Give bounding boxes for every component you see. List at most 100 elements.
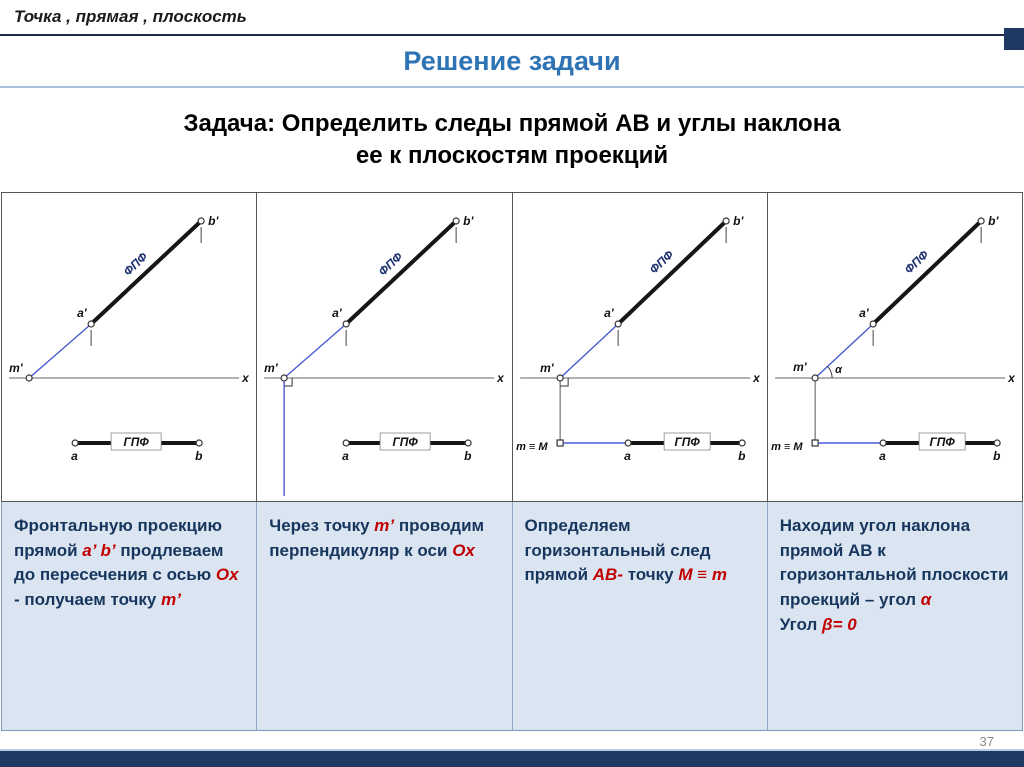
label-m-prime: m': [793, 360, 808, 374]
slide-title-bar: Решение задачи: [0, 36, 1024, 88]
x-axis-label: x: [241, 371, 250, 385]
label-a: a: [624, 449, 631, 463]
label-a: a: [342, 449, 349, 463]
caption-text: Угол: [779, 614, 823, 634]
alpha-angle-arc: [826, 365, 833, 379]
label-a-prime: a': [77, 306, 88, 320]
right-angle-mark: [559, 378, 569, 387]
point-m-prime: [811, 374, 819, 382]
point-b: [738, 439, 746, 447]
x-axis-label: x: [1007, 371, 1016, 385]
gpf-box: [663, 432, 711, 451]
frontal-projection-line: [615, 219, 728, 326]
label-b-prime: b': [988, 214, 999, 228]
frontal-projection-line: [870, 219, 983, 326]
label-a-prime: a': [604, 306, 615, 320]
label-gpf: ГПФ: [674, 435, 700, 449]
label-m-prime: m': [9, 361, 24, 375]
line-extension: [28, 323, 92, 379]
diagram-panel-4: x α b' a' m' ФПФ m ≡ M: [767, 193, 1022, 501]
label-a: a: [879, 449, 886, 463]
gpf-box: [918, 432, 966, 451]
caption-highlight: α: [920, 589, 932, 609]
frontal-projection-line: [89, 219, 204, 326]
label-gpf: ГПФ: [929, 435, 955, 449]
point-b-prime: [197, 217, 205, 225]
label-m-prime: m': [264, 361, 279, 375]
line-extension: [283, 323, 347, 379]
caption-highlight: М ≡ m: [678, 565, 727, 585]
label-m-prime: m': [540, 361, 555, 375]
gpf-box: [379, 432, 431, 451]
header: Точка , прямая , плоскость: [0, 0, 1024, 36]
caption-step-2: Через точку m’ проводим перпендикуляр к …: [257, 502, 513, 730]
label-gpf: ГПФ: [123, 435, 149, 449]
caption-text: проводим перпендикуляр к оси: [269, 516, 485, 560]
caption-highlight: Ох: [452, 540, 475, 560]
bottom-bar: [0, 749, 1024, 767]
label-m-equiv-M: m ≡ M: [516, 441, 548, 453]
line-extension: [559, 323, 619, 379]
x-axis-label: x: [496, 371, 505, 385]
corner-accent: [1004, 28, 1024, 50]
point-b: [993, 439, 1001, 447]
diagram-panel-2: x b' a' m' ФПФ ГПФ a b: [257, 193, 513, 501]
caption-highlight: m’: [161, 589, 181, 609]
label-b-prime: b': [463, 214, 474, 228]
caption-highlight: β= 0: [822, 614, 857, 634]
x-axis-label: x: [752, 371, 761, 385]
label-b: b: [464, 449, 471, 463]
label-a-prime: a': [332, 306, 343, 320]
projection-diagram-1: x b' a' m' ФПФ ГПФ a b: [9, 214, 250, 463]
caption-row: Фронтальную проекцию прямой a’ b’ продле…: [1, 502, 1023, 731]
label-b: b: [738, 449, 745, 463]
label-a: a: [71, 449, 78, 463]
page-title: Решение задачи: [403, 45, 621, 76]
task-line-1: Задача: Определить следы прямой АВ и угл…: [183, 109, 841, 137]
caption-text: Определяем горизонтальный след прямой: [524, 516, 711, 585]
point-a: [342, 439, 350, 447]
point-m-prime: [25, 374, 33, 382]
caption-text: точку: [622, 565, 679, 585]
diagram-panel-3: x b' a' m' ФПФ m ≡ M: [512, 193, 768, 501]
point-b: [464, 439, 472, 447]
caption-highlight: m’: [374, 516, 395, 535]
caption-highlight: АВ-: [592, 565, 623, 585]
point-a: [624, 439, 632, 447]
caption-step-3: Определяем горизонтальный след прямой АВ…: [513, 502, 768, 730]
caption-text: продлеваем до пересечения с осью: [14, 540, 224, 585]
caption-highlight: Ох: [215, 565, 239, 585]
point-a-prime: [869, 320, 877, 328]
label-alpha: α: [835, 364, 843, 376]
label-b: b: [993, 449, 1000, 463]
label-m-equiv-M: m ≡ M: [771, 441, 803, 453]
point-m-prime: [280, 374, 288, 382]
point-m-horizontal-trace: [556, 439, 564, 447]
point-m-horizontal-trace: [811, 439, 819, 447]
projection-diagram-4: x α b' a' m' ФПФ m ≡ M: [771, 214, 1016, 463]
page-number: 37: [979, 734, 994, 749]
point-b-prime: [722, 217, 730, 225]
label-b-prime: b': [733, 214, 744, 228]
projection-diagram-2: x b' a' m' ФПФ ГПФ a b: [264, 214, 505, 496]
point-a: [71, 439, 79, 447]
gpf-box: [110, 432, 162, 451]
diagram-row: x b' a' m' ФПФ ГПФ a b: [1, 192, 1023, 502]
point-b: [195, 439, 203, 447]
caption-text: Через точку: [269, 516, 375, 535]
projection-diagram-3: x b' a' m' ФПФ m ≡ M: [516, 214, 761, 463]
task-statement: Задача: Определить следы прямой АВ и угл…: [0, 88, 1024, 192]
line-extension: [814, 323, 874, 379]
point-b-prime: [452, 217, 460, 225]
point-a-prime: [614, 320, 622, 328]
task-line-2: ее к плоскостям проекций: [355, 142, 669, 169]
label-b-prime: b': [208, 214, 219, 228]
point-a: [879, 439, 887, 447]
label-gpf: ГПФ: [393, 435, 419, 449]
label-a-prime: a': [859, 306, 870, 320]
point-a-prime: [342, 320, 350, 328]
frontal-projection-line: [344, 219, 459, 326]
caption-text: - получаем точку: [14, 589, 162, 609]
footer: 37: [0, 731, 1024, 767]
